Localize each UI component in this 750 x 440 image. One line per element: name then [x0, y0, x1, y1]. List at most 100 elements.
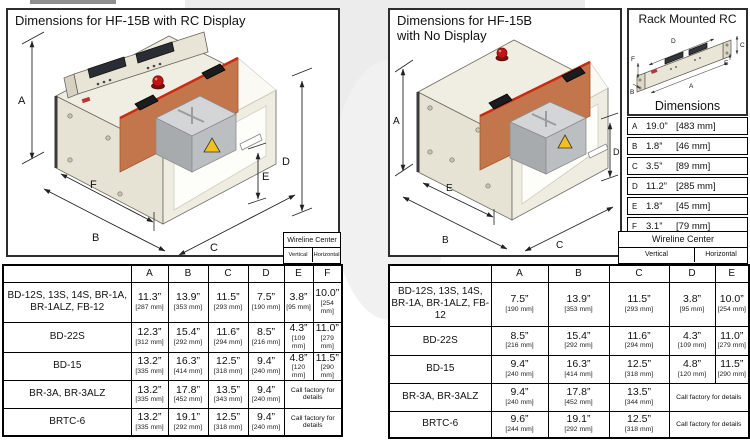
dim-label-d: D: [613, 147, 620, 157]
dim-value-cell: 16.3” [414 mm]: [547, 354, 610, 384]
mm-value: [293 mm]: [624, 305, 654, 313]
inches-value: 16.3”: [566, 358, 591, 371]
inches-value: 13.2”: [137, 411, 162, 424]
call-factory-cell: Call factory for details: [668, 410, 750, 439]
rack-dim-letter: D: [632, 181, 638, 191]
mm-value: [353 mm]: [173, 303, 203, 311]
mm-value: [318 mm]: [213, 424, 243, 432]
dim-value-cell: 17.8” [452 mm]: [547, 382, 610, 412]
mm-value: [292 mm]: [564, 342, 593, 350]
dim-value-cell: 4.8” [120 mm]: [283, 351, 314, 381]
dim-value-cell: 10.0” [254 mm]: [714, 281, 750, 327]
mm-value: [95 mm]: [286, 303, 311, 311]
inches-value: 4.8”: [289, 351, 308, 364]
table-row: BR-3A, BR-3ALZ 9.4” [240 mm] 17.8” [452 mm] 1…: [388, 382, 750, 412]
right-panel-title-line2: with No Display: [397, 28, 487, 43]
dim-value-cell: 12.5” [318 mm]: [608, 410, 670, 439]
rack-dim-mm: [483 mm]: [676, 120, 716, 132]
row-label: BD-15: [388, 354, 492, 384]
dim-value-cell: 12.5” [318 mm]: [608, 354, 670, 384]
inches-value: 8.5”: [256, 326, 276, 339]
table-row: BD-12S, 13S, 14S, BR-1A, BR-1ALZ, FB-12 7…: [388, 281, 750, 327]
inches-value: 17.8”: [566, 386, 591, 399]
row-label: BD-22S: [2, 321, 132, 353]
dim-value-cell: 11.0” [279 mm]: [714, 325, 750, 356]
rack-dim-mm: [45 mm]: [676, 200, 711, 212]
mm-value: [216 mm]: [251, 338, 281, 346]
dim-label-e: E: [446, 183, 453, 194]
rack-dim-letter: B: [632, 141, 638, 151]
inches-value: 9.4”: [510, 386, 529, 399]
machine-body: [416, 39, 609, 221]
rack-dim-label-b: B: [630, 89, 634, 96]
dim-label-a: A: [393, 116, 400, 127]
rack-title: Rack Mounted RC: [638, 12, 737, 26]
dim-label-b: B: [442, 235, 449, 246]
dim-value-cell: 13.9” [353 mm]: [167, 281, 209, 323]
panel-no-display: Dimensions for HF-15B with No Display: [388, 8, 622, 257]
inches-value: 3.8”: [682, 293, 702, 306]
machine-diagram-no-display: A B E C D: [393, 39, 620, 252]
col-header-b: B: [547, 264, 610, 283]
mm-value: [120 mm]: [677, 370, 707, 378]
mm-value: [254 mm]: [717, 305, 746, 313]
dim-label-c: C: [210, 242, 218, 254]
mm-value: [287 mm]: [135, 303, 164, 311]
mm-value: [216 mm]: [505, 342, 534, 350]
dim-value-cell: 19.1” [292 mm]: [167, 407, 209, 437]
rack-dim-mm: [46 mm]: [676, 140, 711, 152]
rack-dimensions-label: Dimensions: [654, 99, 721, 113]
inches-value: 15.4”: [176, 326, 200, 339]
col-header-e: E: [283, 264, 314, 283]
rack-dim-label-c: C: [740, 42, 745, 49]
dim-value-cell: 8.5” [216 mm]: [247, 321, 285, 353]
col-header-d: D: [247, 264, 285, 283]
wireline-center-left: Wireline Center Vertical Horizontal: [283, 232, 341, 264]
wireline-vertical-label: Vertical: [288, 252, 308, 258]
dim-label-a: A: [18, 95, 26, 107]
inches-value: 8.5”: [510, 329, 529, 342]
rack-dimension-list: A 19.0” [483 mm] B 1.8” [46 mm] C 3.5” [89 mm] D 1…: [627, 117, 748, 237]
inches-value: 11.5”: [216, 291, 240, 304]
mm-value: [254 mm]: [320, 300, 334, 315]
panel-rack-mounted: Rack Mounted RC: [627, 8, 748, 116]
mm-value: [120 mm]: [291, 364, 306, 380]
rack-dim-row: A 19.0” [483 mm]: [627, 117, 748, 135]
inches-value: 12.5”: [627, 358, 651, 371]
rack-dim-inches: 19.0”: [646, 120, 668, 132]
inches-value: 15.4”: [566, 329, 591, 342]
dim-value-cell: 13.2” [335 mm]: [130, 351, 169, 381]
dim-value-cell: 4.3” [109 mm]: [668, 325, 716, 356]
inches-value: 12.5”: [627, 413, 651, 426]
mm-value: [240 mm]: [251, 396, 281, 404]
mm-value: [335 mm]: [135, 368, 164, 376]
dim-label-c: C: [556, 240, 563, 251]
wireline-title: Wireline Center: [619, 232, 747, 248]
dim-value-cell: 9.4” [240 mm]: [490, 382, 549, 412]
dim-label-f: F: [90, 179, 97, 191]
rack-dim-row: E 1.8” [45 mm]: [627, 197, 748, 215]
rack-dim-mm: [285 mm]: [676, 180, 716, 192]
dim-label-e: E: [262, 171, 269, 183]
corner-cell: [2, 264, 132, 283]
rack-dim-inches: 11.2”: [646, 180, 667, 192]
inches-value: 9.4”: [510, 358, 529, 371]
rack-dim-inches: 1.8”: [646, 200, 663, 212]
dim-value-cell: 17.8” [452 mm]: [167, 379, 209, 409]
dimensions-table-no-display: A B C D E BD-12S, 13S, 14S, BR-1A, BR-1ALZ, F…: [388, 264, 750, 439]
dim-value-cell: 13.5” [343 mm]: [207, 379, 249, 409]
mm-value: [335 mm]: [135, 396, 164, 404]
dim-value-cell: 4.3” [109 mm]: [283, 321, 314, 353]
inches-value: 9.4”: [256, 355, 276, 368]
mm-value: [190 mm]: [251, 303, 281, 311]
inches-value: 17.8”: [176, 383, 200, 396]
inches-value: 11.3”: [137, 291, 162, 304]
corner-cell: [388, 264, 492, 283]
table-row: BR-3A, BR-3ALZ 13.2” [335 mm] 17.8” [452 mm]…: [2, 379, 343, 409]
wireline-center-right: Wireline Center Vertical Horizontal: [618, 231, 748, 264]
mm-value: [294 mm]: [624, 342, 654, 350]
dim-value-cell: 19.1” [292 mm]: [547, 410, 610, 439]
rack-dim-label-f: F: [631, 56, 635, 63]
dim-value-cell: 9.4” [240 mm]: [247, 379, 285, 409]
mm-value: [452 mm]: [173, 396, 203, 404]
